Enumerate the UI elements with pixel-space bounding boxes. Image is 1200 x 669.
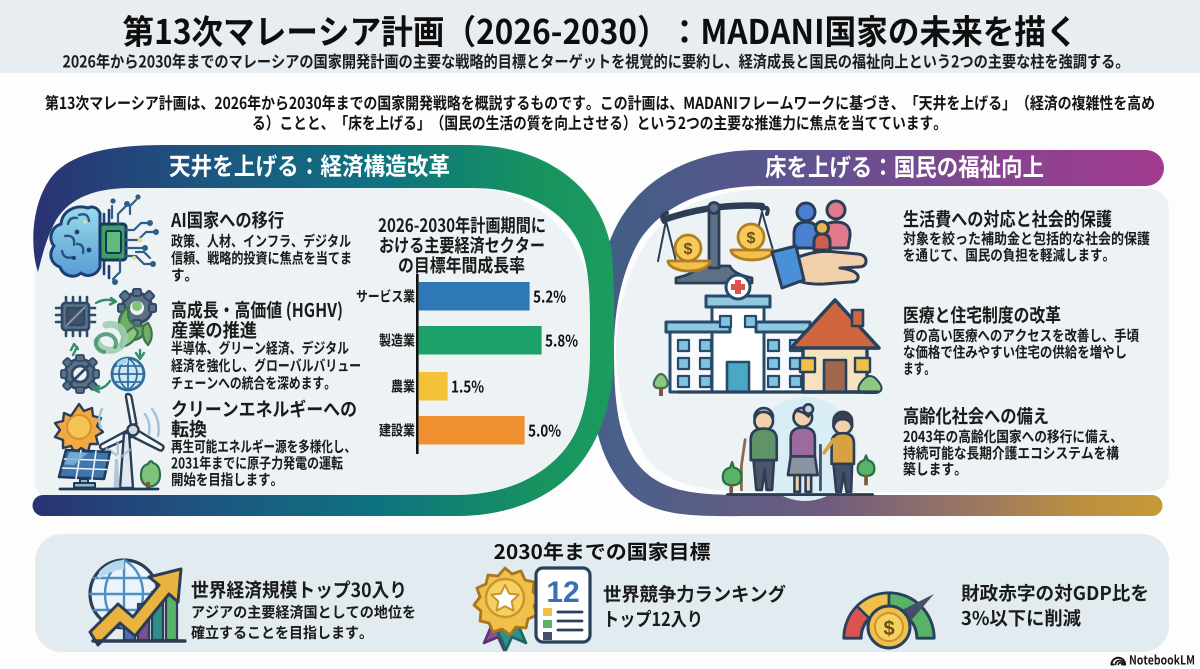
svg-text:$: $ <box>684 241 693 258</box>
svg-text:$: $ <box>883 618 894 640</box>
svg-text:$: $ <box>747 230 756 247</box>
svg-text:12: 12 <box>546 576 579 609</box>
